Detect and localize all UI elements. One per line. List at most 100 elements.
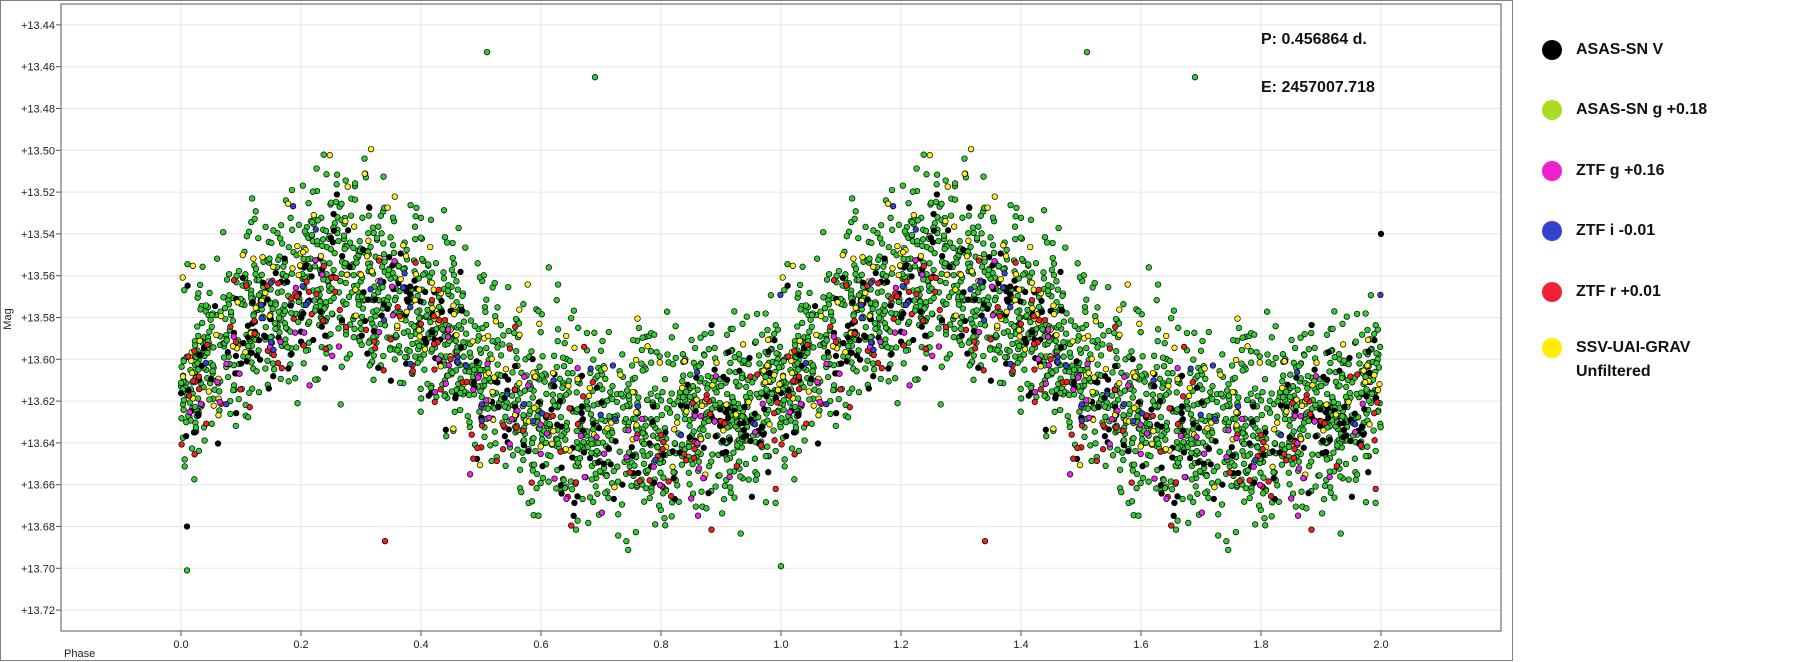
point-asas-sn-v [833, 409, 840, 417]
point-asas-sn-v [607, 461, 614, 468]
point-asas-sn-g-0-18 [1059, 292, 1066, 299]
point-asas-sn-g-0-18 [1214, 463, 1221, 470]
point-asas-sn-g-0-18 [1067, 317, 1075, 324]
point-asas-sn-v [249, 299, 256, 306]
point-asas-sn-g-0-18 [208, 420, 215, 427]
point-asas-sn-v [693, 374, 700, 381]
point-asas-sn-v [1186, 454, 1194, 462]
point-ztf-r-0-01 [1070, 455, 1077, 462]
point-asas-sn-g-0-18 [1228, 482, 1235, 490]
point-ssv-uai-grav-unfiltered [242, 349, 249, 356]
point-ztf-r-0-01 [1113, 424, 1120, 431]
point-asas-sn-g-0-18 [743, 313, 750, 320]
point-asas-sn-g-0-18 [804, 349, 811, 357]
point-asas-sn-g-0-18 [322, 227, 330, 235]
point-asas-sn-g-0-18 [197, 306, 204, 313]
light-curve-chart: +13.44+13.46+13.48+13.50+13.52+13.54+13.… [2, 3, 1502, 660]
point-asas-sn-g-0-18 [271, 320, 279, 327]
point-asas-sn-g-0-18 [550, 352, 558, 359]
point-asas-sn-g-0-18 [337, 278, 344, 285]
point-asas-sn-g-0-18 [285, 243, 292, 251]
point-asas-sn-v [371, 296, 379, 303]
point-asas-sn-g-0-18 [180, 396, 188, 404]
point-asas-sn-g-0-18 [387, 234, 394, 241]
point-asas-sn-v [605, 444, 612, 452]
point-asas-sn-g-0-18 [631, 374, 639, 382]
point-asas-sn-g-0-18 [462, 244, 469, 251]
point-ssv-uai-grav-unfiltered [1015, 286, 1023, 293]
point-ztf-r-0-01 [319, 317, 327, 324]
point-asas-sn-g-0-18 [937, 278, 944, 285]
point-asas-sn-g-0-18 [599, 337, 606, 345]
point-asas-sn-g-0-18 [1116, 466, 1124, 473]
point-ssv-uai-grav-unfiltered [1360, 367, 1367, 374]
point-asas-sn-g-0-18 [1340, 357, 1348, 364]
point-ssv-uai-grav-unfiltered [634, 315, 641, 322]
point-ssv-uai-grav-unfiltered [397, 275, 404, 283]
y-tick-label: +13.64 [21, 438, 55, 450]
point-asas-sn-g-0-18 [1009, 340, 1016, 348]
point-asas-sn-g-0-18 [1197, 347, 1205, 354]
point-ztf-i-0-01 [1209, 362, 1217, 369]
point-ssv-uai-grav-unfiltered [1012, 296, 1019, 304]
point-ztf-r-0-01 [803, 420, 810, 427]
y-tick-label: +13.60 [21, 354, 55, 366]
point-asas-sn-g-0-18 [284, 344, 291, 351]
point-asas-sn-g-0-18 [759, 331, 766, 338]
point-ztf-r-0-01 [1357, 442, 1365, 449]
point-asas-sn-g-0-18 [692, 503, 699, 510]
point-asas-sn-g-0-18 [1118, 488, 1125, 496]
point-asas-sn-g-0-18 [875, 314, 883, 322]
point-ztf-i-0-01 [520, 400, 528, 408]
point-asas-sn-g-0-18 [607, 388, 614, 396]
point-asas-sn-g-0-18 [213, 255, 221, 262]
point-asas-sn-g-0-18 [1013, 204, 1020, 212]
point-asas-sn-g-0-18 [1135, 512, 1142, 519]
point-ssv-uai-grav-unfiltered [531, 404, 538, 412]
point-asas-sn-v [574, 493, 581, 500]
point-asas-sn-g-0-18 [1014, 308, 1021, 315]
point-ztf-g-0-16 [919, 271, 926, 278]
point-asas-sn-v [1317, 406, 1324, 413]
point-asas-sn-v [670, 474, 677, 482]
point-asas-sn-g-0-18 [1321, 482, 1329, 489]
point-asas-sn-v [980, 301, 987, 308]
point-ztf-r-0-01 [827, 323, 834, 330]
point-asas-sn-g-0-18 [346, 239, 354, 246]
y-tick-label: +13.70 [21, 563, 55, 575]
point-asas-sn-v [853, 352, 861, 359]
point-asas-sn-v [921, 364, 929, 372]
point-asas-sn-g-0-18 [1112, 315, 1120, 323]
point-ztf-g-0-16 [329, 352, 336, 359]
point-asas-sn-g-0-18 [843, 233, 850, 240]
point-asas-sn-g-0-18 [1289, 461, 1296, 468]
point-ztf-r-0-01 [681, 451, 688, 458]
point-asas-sn-g-0-18 [1006, 347, 1013, 355]
point-asas-sn-g-0-18 [1257, 469, 1264, 476]
point-asas-sn-v [1269, 448, 1276, 455]
point-ssv-uai-grav-unfiltered [951, 223, 958, 230]
point-ztf-g-0-16 [1108, 415, 1115, 423]
point-ztf-r-0-01 [980, 367, 987, 374]
point-ssv-uai-grav-unfiltered [1084, 332, 1092, 340]
point-asas-sn-g-0-18 [668, 390, 675, 397]
point-ztf-r-0-01 [908, 311, 915, 318]
point-asas-sn-g-0-18 [772, 499, 779, 507]
point-ztf-r-0-01 [1291, 445, 1298, 453]
point-asas-sn-g-0-18 [1094, 344, 1101, 351]
point-asas-sn-g-0-18 [378, 230, 385, 237]
point-asas-sn-g-0-18 [251, 215, 258, 222]
point-asas-sn-g-0-18 [1353, 471, 1361, 478]
point-asas-sn-g-0-18 [973, 307, 980, 314]
point-asas-sn-v [958, 332, 965, 339]
point-asas-sn-g-0-18 [781, 456, 788, 463]
point-asas-sn-g-0-18 [1334, 442, 1341, 449]
point-ztf-g-0-16 [1035, 356, 1042, 363]
point-ztf-i-0-01 [1377, 291, 1384, 299]
point-asas-sn-g-0-18 [181, 463, 188, 470]
point-ssv-uai-grav-unfiltered [943, 271, 951, 278]
point-ztf-r-0-01 [246, 404, 253, 411]
point-ztf-r-0-01 [512, 323, 519, 330]
point-asas-sn-g-0-18 [663, 308, 671, 315]
point-asas-sn-g-0-18 [188, 445, 196, 452]
